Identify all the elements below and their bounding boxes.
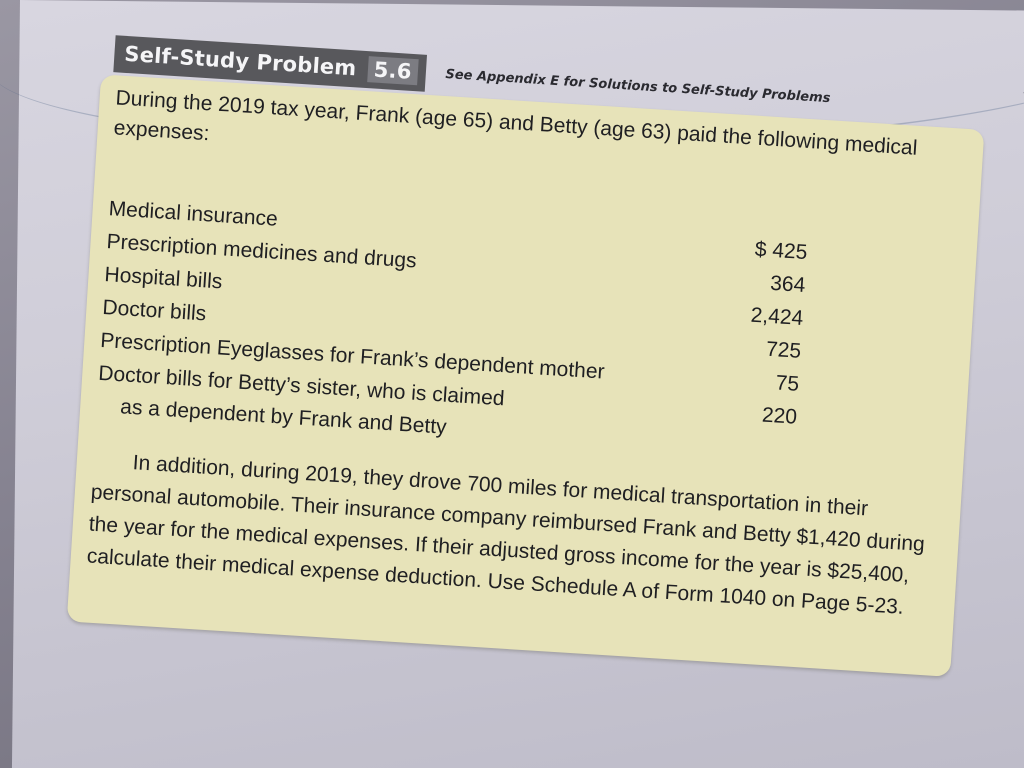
expense-amount: $ 425 bbox=[754, 237, 809, 265]
problem-title: Self-Study Problem bbox=[123, 41, 358, 81]
problem-intro: During the 2019 tax year, Frank (age 65)… bbox=[113, 86, 918, 160]
expense-list: Medical insurance $ 425 Prescription med… bbox=[97, 197, 828, 440]
problem-number: 5.6 bbox=[367, 56, 419, 86]
expense-label: Medical insurance bbox=[108, 197, 279, 231]
problem-body: In addition, during 2019, they drove 700… bbox=[86, 451, 926, 619]
problem-panel: During the 2019 tax year, Frank (age 65)… bbox=[66, 74, 985, 677]
expense-label: Doctor bills bbox=[101, 295, 207, 326]
